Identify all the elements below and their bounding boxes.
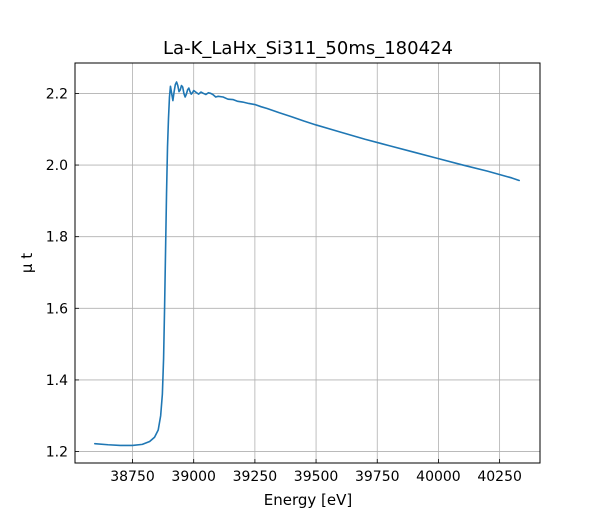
x-tick-label: 39500 — [294, 469, 339, 485]
y-tick-label: 1.4 — [46, 373, 68, 389]
y-tick-label: 2.0 — [46, 158, 68, 174]
series-layer — [94, 81, 521, 447]
x-tick-label: 39250 — [233, 469, 278, 485]
y-tick-label: 1.6 — [46, 301, 68, 317]
chart-title: La-K_LaHx_Si311_50ms_180424 — [163, 38, 453, 59]
plot-frame — [74, 62, 541, 464]
x-tick-label: 38750 — [110, 469, 155, 485]
series-line — [94, 81, 521, 447]
y-tick-label: 2.2 — [46, 86, 68, 102]
ticks: 38750 39000 39250 39500 39750 40000 40250 1.2 1.… — [46, 86, 522, 485]
grid — [75, 63, 540, 463]
x-tick-label: 39000 — [171, 469, 216, 485]
x-tick-label: 40000 — [416, 469, 461, 485]
y-axis-label: μ t — [18, 253, 36, 273]
x-axis-label: Energy [eV] — [264, 491, 352, 509]
y-tick-label: 1.8 — [46, 230, 68, 246]
x-tick-label: 40250 — [477, 469, 522, 485]
y-tick-label: 1.2 — [46, 445, 68, 461]
x-tick-label: 39750 — [355, 469, 400, 485]
